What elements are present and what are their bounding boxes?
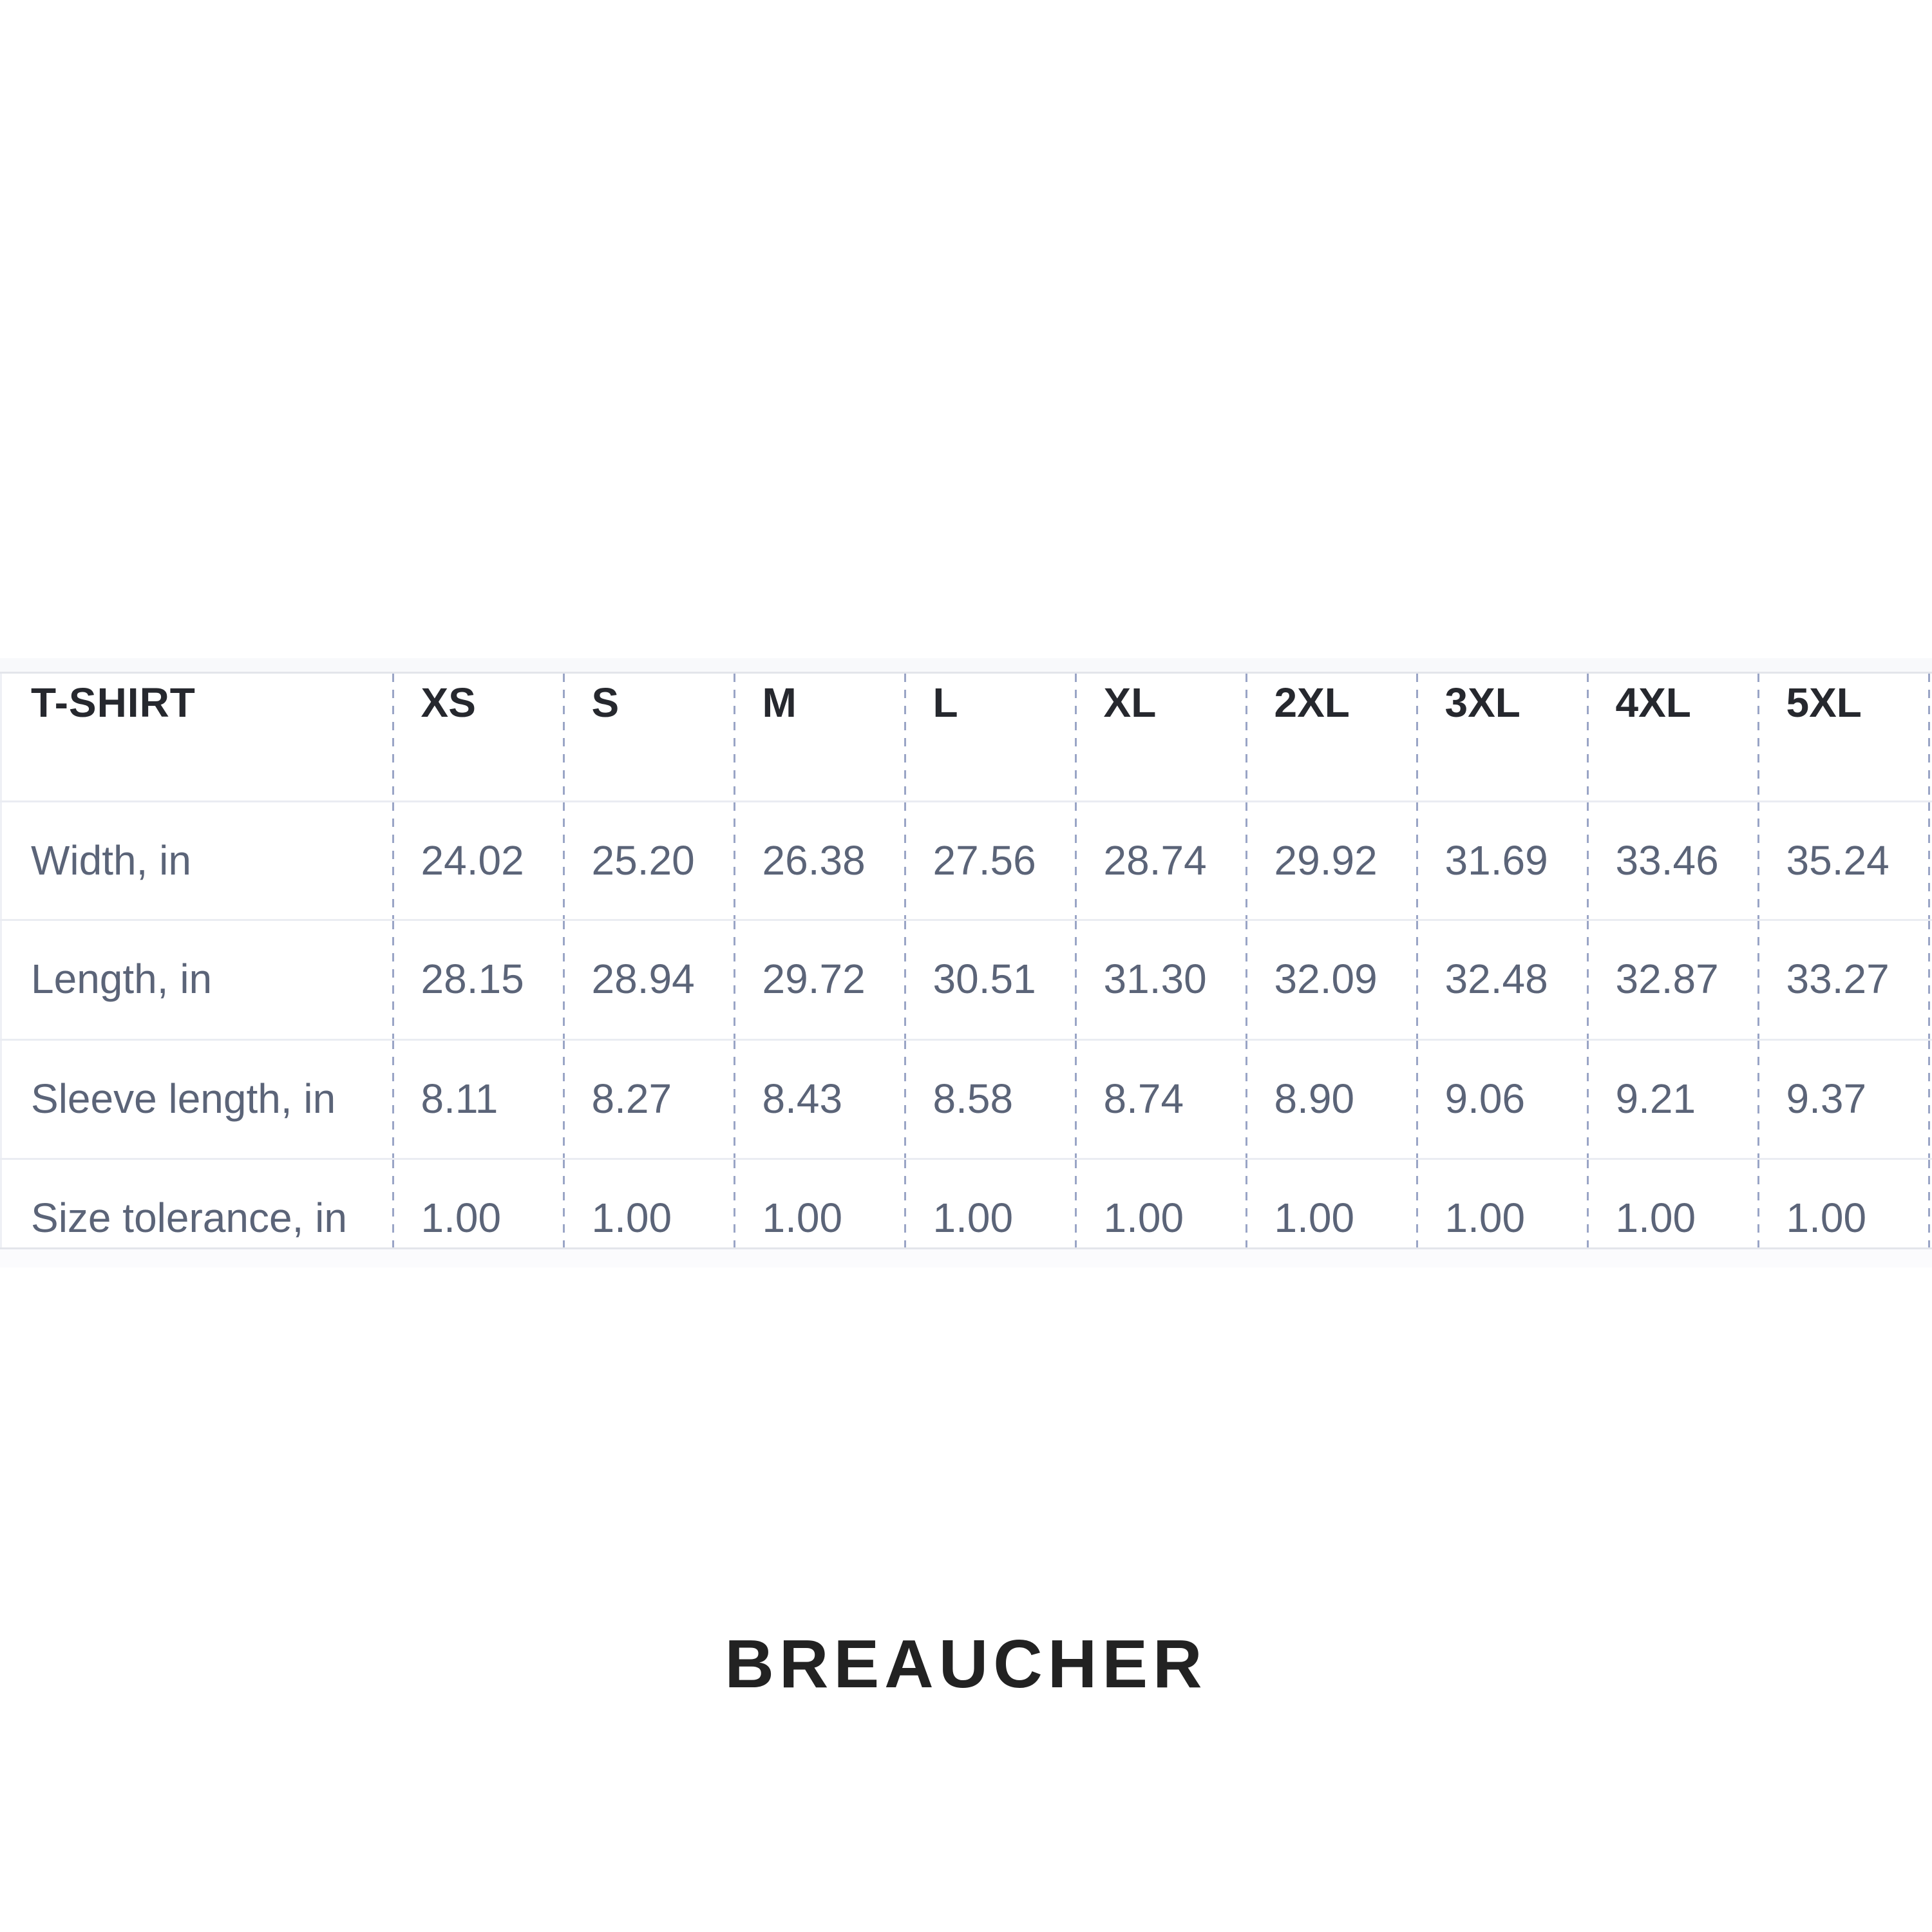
size-value: 29.92 [1245, 800, 1416, 920]
size-value: 32.48 [1416, 919, 1587, 1040]
size-value: 8.27 [562, 1039, 734, 1159]
size-value: 8.43 [733, 1039, 904, 1159]
row-label: Width, in [1, 800, 392, 920]
size-value: 1.00 [904, 1158, 1075, 1249]
size-value: 1.00 [392, 1158, 563, 1249]
size-chart-table: T-SHIRT XS S M L XL 2XL 3XL 4XL 5XL Widt… [0, 672, 1932, 1249]
cutoff-column-cell [1927, 1158, 1932, 1249]
size-value: 31.69 [1416, 800, 1587, 920]
size-column-header-3xl: 3XL [1416, 672, 1587, 802]
size-value: 35.24 [1757, 800, 1928, 920]
size-value: 29.72 [733, 919, 904, 1040]
size-value: 9.21 [1586, 1039, 1757, 1159]
table-row-width: Width, in 24.02 25.20 26.38 27.56 28.74 … [1, 800, 1932, 920]
table-bottom-band [0, 1249, 1932, 1267]
size-value: 9.37 [1757, 1039, 1928, 1159]
size-column-header-5xl: 5XL [1757, 672, 1928, 802]
size-value: 24.02 [392, 800, 563, 920]
size-value: 33.27 [1757, 919, 1928, 1040]
size-value: 1.00 [1757, 1158, 1928, 1249]
size-value: 26.38 [733, 800, 904, 920]
size-value: 30.51 [904, 919, 1075, 1040]
size-value: 33.46 [1586, 800, 1757, 920]
size-value: 25.20 [562, 800, 734, 920]
cutoff-column-cell [1927, 919, 1932, 1040]
size-value: 1.00 [1074, 1158, 1245, 1249]
cutoff-column-cell [1927, 1039, 1932, 1159]
size-value: 31.30 [1074, 919, 1245, 1040]
size-value: 9.06 [1416, 1039, 1587, 1159]
table-row-length: Length, in 28.15 28.94 29.72 30.51 31.30… [1, 919, 1932, 1040]
size-value: 28.94 [562, 919, 734, 1040]
table-row-sleeve-length: Sleeve length, in 8.11 8.27 8.43 8.58 8.… [1, 1039, 1932, 1159]
size-value: 8.58 [904, 1039, 1075, 1159]
size-value: 27.56 [904, 800, 1075, 920]
size-column-header-m: M [733, 672, 904, 802]
size-value: 28.74 [1074, 800, 1245, 920]
row-label: Sleeve length, in [1, 1039, 392, 1159]
row-label: Size tolerance, in [1, 1158, 392, 1249]
size-column-header-xs: XS [392, 672, 563, 802]
size-column-header-xl: XL [1074, 672, 1245, 802]
size-value: 8.74 [1074, 1039, 1245, 1159]
table-top-band [0, 658, 1932, 672]
size-value: 1.00 [562, 1158, 734, 1249]
table-header-row: T-SHIRT XS S M L XL 2XL 3XL 4XL 5XL [1, 672, 1932, 802]
row-label: Length, in [1, 919, 392, 1040]
size-value: 8.11 [392, 1039, 563, 1159]
cutoff-column-cell [1927, 672, 1932, 802]
size-value: 1.00 [733, 1158, 904, 1249]
size-value: 1.00 [1586, 1158, 1757, 1249]
cutoff-column-cell [1927, 800, 1932, 920]
size-column-header-2xl: 2XL [1245, 672, 1416, 802]
size-value: 8.90 [1245, 1039, 1416, 1159]
size-value: 32.09 [1245, 919, 1416, 1040]
size-value: 1.00 [1245, 1158, 1416, 1249]
size-value: 28.15 [392, 919, 563, 1040]
table-row-size-tolerance: Size tolerance, in 1.00 1.00 1.00 1.00 1… [1, 1158, 1932, 1249]
product-label: T-SHIRT [31, 679, 196, 726]
size-column-header-l: L [904, 672, 1075, 802]
size-value: 32.87 [1586, 919, 1757, 1040]
size-column-header-s: S [562, 672, 734, 802]
brand-logo: BREAUCHER [724, 1626, 1208, 1702]
size-value: 1.00 [1416, 1158, 1587, 1249]
size-column-header-4xl: 4XL [1586, 672, 1757, 802]
